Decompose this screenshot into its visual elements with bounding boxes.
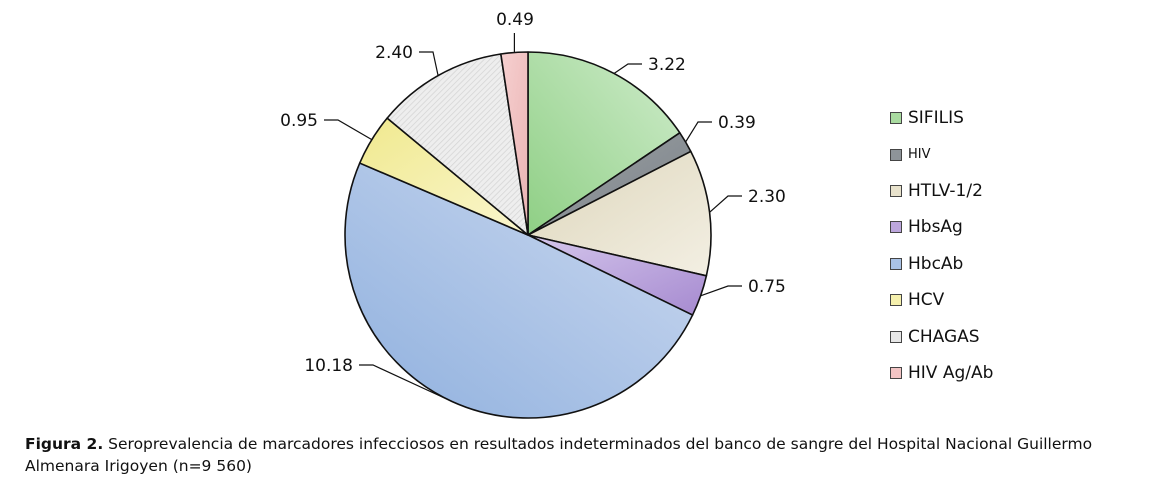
legend-item-hiv-ag-ab: HIV Ag/Ab bbox=[890, 355, 993, 391]
data-label-hiv-ag-ab: 0.49 bbox=[496, 10, 534, 30]
legend-label-chagas: CHAGAS bbox=[908, 326, 980, 347]
data-label-hcv: 0.95 bbox=[280, 111, 318, 131]
legend-item-chagas: CHAGAS bbox=[890, 318, 993, 354]
data-label-hbcab: 10.18 bbox=[304, 356, 353, 376]
chart-area: 3.22 0.39 2.30 0.75 10.18 0.95 2.40 0.49 SIFILI… bbox=[280, 10, 993, 419]
legend-label-hbcab: HbcAb bbox=[908, 253, 964, 274]
figure-caption: Figura 2. Seroprevalencia de marcadores … bbox=[25, 433, 1135, 477]
legend-swatch-chagas bbox=[890, 330, 902, 343]
data-label-sifilis: 3.22 bbox=[648, 55, 686, 75]
leader-line-sifilis bbox=[613, 63, 642, 74]
legend-swatch-hiv-ag-ab bbox=[890, 366, 902, 379]
legend-item-hbcab: HbcAb bbox=[890, 246, 993, 282]
pie-chart: 3.22 0.39 2.30 0.75 10.18 0.95 2.40 0.49 bbox=[280, 10, 786, 419]
legend-item-htlv: HTLV-1/2 bbox=[890, 173, 993, 209]
legend-label-sifilis: SIFILIS bbox=[908, 108, 964, 129]
legend-swatch-sifilis bbox=[890, 112, 902, 125]
legend-swatch-hcv bbox=[890, 294, 902, 307]
leader-line-hiv bbox=[685, 121, 712, 143]
legend-swatch-hbcab bbox=[890, 257, 902, 270]
legend-item-sifilis: SIFILIS bbox=[890, 100, 993, 136]
leader-line-hbsag bbox=[700, 285, 742, 297]
leader-line-htlv-1-2 bbox=[709, 195, 742, 213]
pie-slice-hiv-ag-ab bbox=[500, 51, 529, 236]
legend-label-hbsag: HbsAg bbox=[908, 217, 963, 238]
caption-text: Seroprevalencia de marcadores infeccioso… bbox=[25, 435, 1093, 475]
legend-swatch-hiv bbox=[890, 148, 902, 161]
legend-label-hiv-ag-ab: HIV Ag/Ab bbox=[908, 362, 994, 383]
caption-label: Figura 2. bbox=[25, 435, 104, 453]
legend-label-hcv: HCV bbox=[908, 290, 945, 311]
leader-line-hbcab bbox=[359, 364, 453, 403]
legend-label-hiv: HIV bbox=[908, 147, 931, 163]
legend-swatch-htlv bbox=[890, 184, 902, 197]
legend-item-hcv: HCV bbox=[890, 282, 993, 318]
data-label-chagas: 2.40 bbox=[375, 43, 413, 63]
leader-line-chagas bbox=[419, 51, 439, 76]
data-label-hbsag: 0.75 bbox=[748, 277, 786, 297]
legend-item-hbsag: HbsAg bbox=[890, 209, 993, 245]
leader-line-hcv bbox=[324, 119, 373, 141]
data-label-htlv-1-2: 2.30 bbox=[748, 187, 786, 207]
legend-swatch-hbsag bbox=[890, 221, 902, 234]
legend-label-htlv: HTLV-1/2 bbox=[908, 180, 983, 201]
data-label-hiv: 0.39 bbox=[718, 113, 756, 133]
legend: SIFILIS HIV HTLV-1/2 HbsAg HbcAb HCV CHA… bbox=[890, 100, 993, 391]
legend-item-hiv: HIV bbox=[890, 136, 993, 172]
